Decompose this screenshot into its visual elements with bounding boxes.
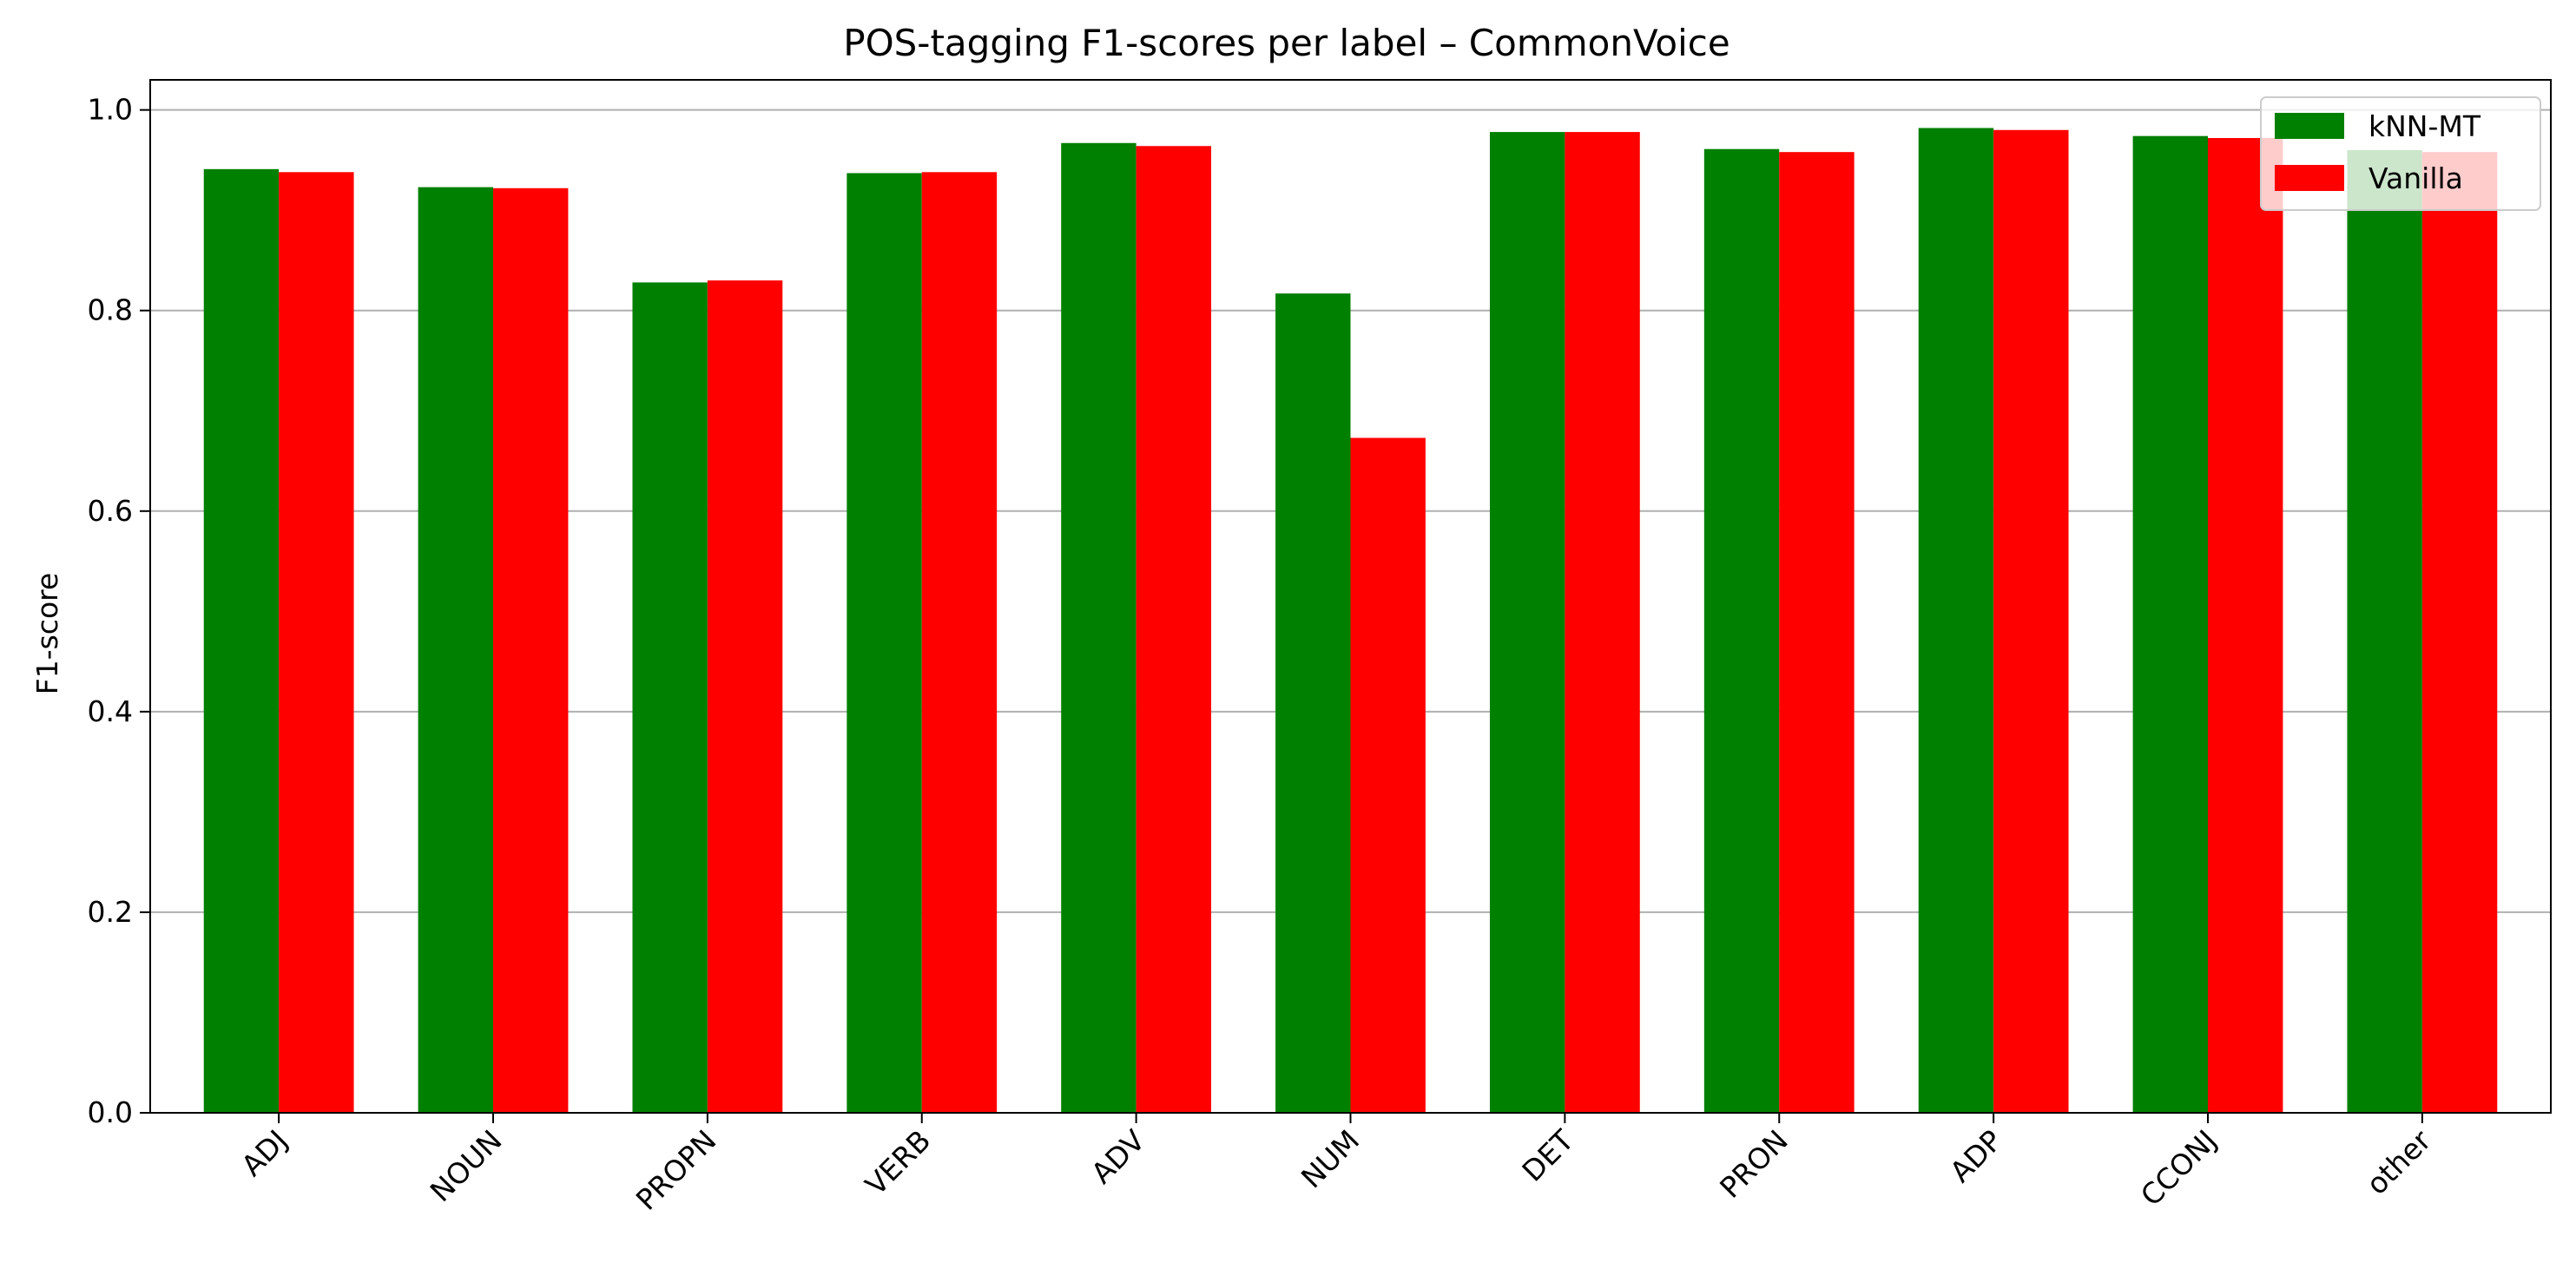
bar-knn-mt-noun [418,187,493,1114]
legend-swatch [2275,113,2344,139]
legend-swatch [2275,165,2344,191]
bar-knn-mt-other [2347,149,2422,1113]
bar-vanilla-adj [279,172,354,1113]
y-tick-label: 0.8 [88,293,133,327]
bar-vanilla-other [2421,152,2498,1114]
bar-knn-mt-det [1489,132,1565,1114]
bar-knn-mt-adv [1061,142,1136,1114]
legend-label: kNN-MT [2368,109,2481,143]
bar-vanilla-verb [921,172,998,1113]
bar-knn-mt-propn [632,282,708,1113]
bar-vanilla-pron [1779,152,1855,1114]
y-tick-label: 1.0 [88,93,133,127]
y-tick-label: 0.2 [88,895,133,929]
bar-vanilla-noun [493,187,569,1113]
bar-vanilla-adv [1136,146,1212,1113]
bars [203,128,2498,1114]
bar-knn-mt-pron [1703,148,1780,1113]
bar-knn-mt-num [1275,293,1351,1113]
legend: kNN-MT Vanilla [2260,96,2541,211]
bar-vanilla-det [1565,132,1640,1114]
bar-knn-mt-verb [847,173,922,1113]
legend-label: Vanilla [2368,161,2463,195]
y-tick-label: 0.6 [88,494,133,528]
y-axis-label: F1-score [30,573,64,695]
y-tick-label: 0.0 [88,1095,133,1129]
chart-title: POS-tagging F1-scores per label – Common… [843,22,1729,64]
bar-vanilla-adp [1993,129,2069,1114]
bar-knn-mt-adp [1918,128,1994,1114]
bar-knn-mt-adj [203,168,280,1114]
y-tick-label: 0.4 [88,694,133,728]
bar-vanilla-propn [707,280,783,1113]
bar-vanilla-num [1350,437,1426,1113]
bar-knn-mt-cconj [2132,135,2208,1114]
bar-vanilla-cconj [2208,138,2283,1113]
y-axis: 0.0 0.2 0.4 0.6 0.8 1.0 [88,93,150,1129]
